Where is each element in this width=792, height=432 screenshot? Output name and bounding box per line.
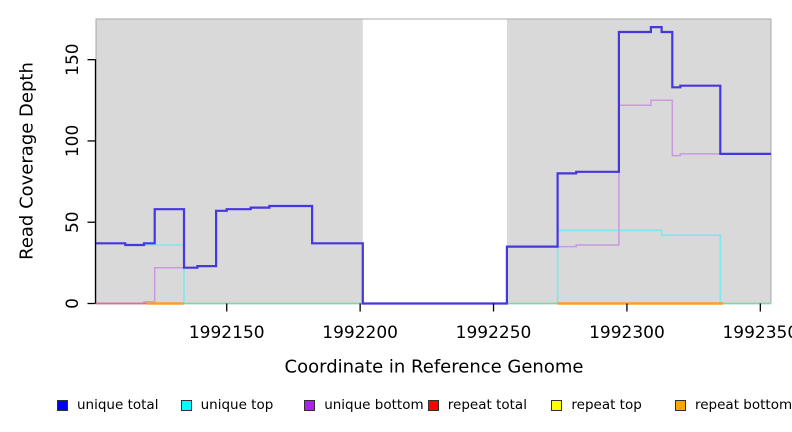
x-tick-label: 1992250 [456,323,532,343]
legend-item-unique-bottom: unique bottom [304,397,424,413]
legend-label: unique total [77,397,159,413]
legend-item-repeat-total: repeat total [427,397,527,413]
series-line-unique-total [96,26,771,305]
legend-swatch-repeat-bottom [675,399,686,411]
x-axis-title: Coordinate in Reference Genome [284,356,584,378]
y-axis-title: Read Coverage Depth [16,62,38,260]
x-tick-label: 1992200 [322,323,398,343]
legend-item-unique-top: unique top [180,397,274,413]
y-tick-label: 50 [63,211,83,233]
legend: unique total unique top unique bottom repea… [0,397,792,416]
x-tick-label: 1992300 [589,323,665,343]
masked-region [362,19,507,304]
x-tick-label: 1992150 [189,323,265,343]
legend-label: repeat total [447,397,527,413]
y-tick-label: 150 [63,43,83,75]
legend-item-repeat-bottom: repeat bottom [675,397,792,413]
legend-swatch-repeat-total [427,399,439,411]
legend-swatch-repeat-top [551,399,563,411]
legend-item-unique-total: unique total [57,397,159,413]
legend-swatch-unique-total [57,399,68,411]
legend-swatch-unique-bottom [304,399,316,411]
legend-label: repeat top [571,397,642,413]
y-tick-label: 100 [63,125,83,157]
legend-label: unique bottom [324,397,424,413]
legend-swatch-unique-top [180,399,192,411]
legend-label: unique top [200,397,274,413]
legend-item-repeat-top: repeat top [551,397,642,413]
x-tick-label: 1992350 [722,323,792,343]
y-tick-label: 0 [63,298,83,309]
legend-label: repeat bottom [695,397,792,413]
